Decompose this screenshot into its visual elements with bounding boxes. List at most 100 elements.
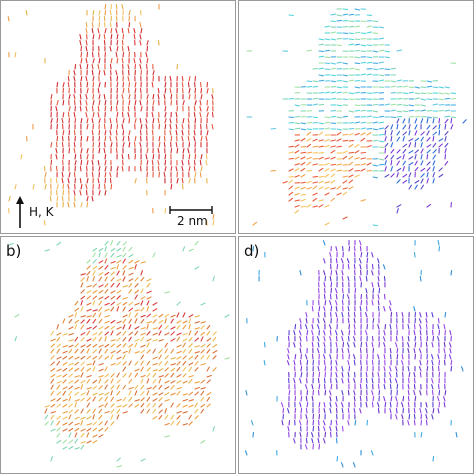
- spin-arrow: [97, 106, 100, 112]
- spin-arrow: [164, 332, 170, 336]
- spin-arrow: [194, 315, 200, 318]
- spin-arrow: [348, 168, 354, 172]
- spin-arrow: [86, 154, 89, 160]
- spin-arrow: [311, 396, 314, 402]
- spin-arrow: [444, 153, 447, 160]
- spin-arrow: [127, 135, 130, 142]
- spin-arrow: [384, 50, 390, 53]
- spin-arrow: [188, 378, 193, 384]
- spin-arrow: [401, 336, 404, 342]
- spin-arrow: [378, 26, 384, 29]
- spin-arrow: [378, 163, 385, 166]
- spin-arrow: [116, 247, 122, 252]
- spin-arrow: [74, 343, 79, 348]
- spin-arrow: [360, 168, 366, 172]
- spin-arrow: [205, 136, 208, 142]
- spin-arrow: [438, 173, 444, 178]
- spin-arrow: [133, 28, 136, 34]
- spin-arrow: [306, 389, 309, 396]
- spin-arrow: [194, 172, 197, 178]
- spin-arrow: [318, 156, 324, 160]
- spin-arrow: [122, 301, 128, 306]
- spin-arrow: [86, 148, 89, 154]
- spin-arrow: [104, 160, 107, 166]
- spin-arrow: [426, 118, 429, 124]
- spin-arrow: [360, 341, 363, 348]
- spin-arrow: [152, 392, 158, 396]
- spin-arrow: [68, 390, 73, 396]
- spin-arrow: [390, 103, 396, 106]
- spin-arrow: [80, 355, 86, 360]
- spin-arrow: [92, 10, 95, 16]
- spin-arrow: [425, 408, 428, 414]
- spin-arrow: [92, 349, 97, 354]
- spin-arrow: [407, 348, 410, 354]
- spin-arrow: [133, 141, 136, 148]
- spin-arrow: [330, 67, 337, 70]
- spin-arrow: [306, 49, 312, 52]
- spin-arrow: [86, 124, 89, 130]
- spin-arrow: [402, 395, 405, 402]
- spin-arrow: [390, 130, 393, 136]
- spin-arrow: [390, 116, 397, 119]
- spin-arrow: [407, 366, 410, 372]
- spin-arrow: [80, 306, 84, 312]
- spin-arrow: [335, 330, 338, 336]
- spin-arrow: [384, 125, 389, 130]
- spin-arrow: [128, 266, 134, 270]
- spin-arrow: [92, 434, 98, 438]
- spin-arrow: [122, 118, 125, 124]
- spin-arrow: [347, 360, 350, 366]
- spin-arrow: [146, 402, 151, 408]
- spin-arrow: [134, 294, 138, 300]
- spin-arrow: [115, 28, 118, 34]
- spin-arrow: [140, 28, 143, 34]
- spin-arrow: [104, 105, 107, 112]
- spin-arrow: [92, 93, 95, 100]
- spin-arrow: [194, 386, 200, 390]
- spin-arrow: [413, 413, 416, 420]
- spin-arrow: [312, 103, 318, 106]
- spin-arrow: [372, 287, 375, 294]
- spin-arrow: [360, 293, 363, 300]
- spin-arrow: [420, 131, 425, 136]
- spin-arrow: [134, 351, 140, 354]
- spin-arrow: [128, 94, 131, 100]
- spin-arrow: [103, 148, 106, 154]
- spin-arrow: [44, 421, 49, 426]
- spin-arrow: [86, 432, 90, 438]
- spin-arrow: [413, 372, 416, 378]
- spin-arrow: [104, 366, 108, 372]
- spin-arrow: [300, 128, 306, 131]
- spin-arrow: [324, 127, 330, 130]
- spin-arrow: [152, 402, 157, 408]
- spin-arrow: [122, 129, 125, 136]
- spin-arrow: [74, 160, 77, 166]
- spin-arrow: [127, 64, 130, 70]
- spin-arrow: [408, 372, 411, 378]
- spin-arrow: [419, 360, 422, 366]
- spin-arrow: [50, 142, 53, 148]
- spin-arrow: [170, 184, 173, 190]
- spin-arrow: [163, 141, 166, 148]
- spin-arrow: [432, 131, 438, 136]
- spin-arrow: [86, 51, 89, 58]
- spin-arrow: [104, 384, 108, 390]
- spin-arrow: [86, 276, 89, 282]
- spin-arrow: [288, 128, 294, 131]
- spin-arrow: [194, 408, 199, 414]
- spin-arrow: [437, 336, 440, 342]
- spin-arrow: [145, 118, 148, 124]
- spin-arrow: [98, 82, 101, 88]
- spin-arrow: [431, 389, 434, 396]
- spin-arrow: [377, 372, 380, 378]
- spin-arrow: [288, 97, 295, 100]
- spin-arrow: [329, 329, 332, 336]
- spin-arrow: [414, 115, 421, 118]
- spin-arrow: [85, 22, 88, 28]
- spin-arrow: [139, 58, 142, 64]
- spin-arrow: [328, 324, 332, 330]
- spin-arrow: [62, 446, 68, 450]
- spin-arrow: [330, 173, 336, 178]
- spin-arrow: [395, 407, 398, 414]
